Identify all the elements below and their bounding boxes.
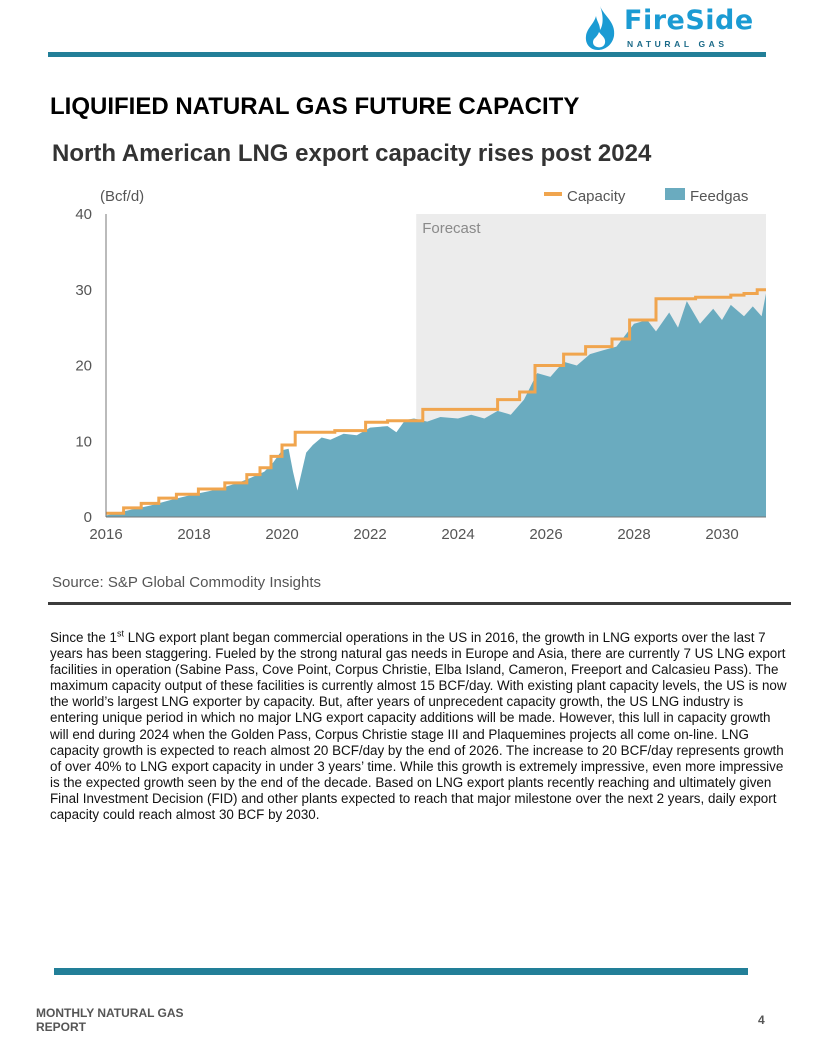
footer-rule xyxy=(54,968,748,975)
x-tick-label: 2016 xyxy=(89,526,122,543)
y-tick-label: 20 xyxy=(75,358,92,375)
y-tick-label: 0 xyxy=(84,509,92,526)
y-tick-label: 10 xyxy=(75,433,92,450)
section-rule xyxy=(48,602,791,605)
lng-capacity-chart: North American LNG export capacity rises… xyxy=(48,130,770,602)
forecast-label: Forecast xyxy=(422,220,481,237)
body-paragraph: Since the 1st LNG export plant began com… xyxy=(50,628,788,823)
x-tick-label: 2018 xyxy=(177,526,210,543)
page-number: 4 xyxy=(758,1013,765,1027)
x-tick-label: 2024 xyxy=(441,526,474,543)
body-text-start: Since the 1 xyxy=(50,630,117,645)
x-tick-label: 2026 xyxy=(529,526,562,543)
chart-title: North American LNG export capacity rises… xyxy=(52,140,652,167)
x-tick-label: 2028 xyxy=(617,526,650,543)
fireside-logo: FireSide NATURAL GAS xyxy=(582,4,772,52)
footer-report-name: MONTHLY NATURAL GAS REPORT xyxy=(36,1006,184,1034)
x-tick-label: 2022 xyxy=(353,526,386,543)
y-tick-label: 40 xyxy=(75,206,92,223)
capacity-line xyxy=(106,288,766,515)
legend-capacity-swatch xyxy=(544,192,562,196)
y-tick-label: 30 xyxy=(75,282,92,299)
feedgas-area xyxy=(106,293,766,517)
body-superscript: st xyxy=(117,628,125,639)
chart-source: Source: S&P Global Commodity Insights xyxy=(52,574,321,591)
x-tick-label: 2020 xyxy=(265,526,298,543)
y-axis-label: (Bcf/d) xyxy=(100,188,144,205)
logo-name: FireSide xyxy=(624,5,754,36)
chart-legend: Capacity Feedgas xyxy=(544,188,748,205)
legend-feedgas-swatch xyxy=(665,188,685,200)
logo-subtitle: NATURAL GAS xyxy=(627,39,728,49)
chart-svg: North American LNG export capacity rises… xyxy=(52,140,766,591)
page-title: LIQUIFIED NATURAL GAS FUTURE CAPACITY xyxy=(50,93,580,120)
x-tick-label: 2030 xyxy=(705,526,738,543)
header-rule xyxy=(48,52,766,57)
legend-capacity-label: Capacity xyxy=(567,188,626,205)
flame-drop-icon xyxy=(585,6,615,50)
legend-feedgas-label: Feedgas xyxy=(690,188,748,205)
body-text-rest: LNG export plant began commercial operat… xyxy=(50,630,787,823)
